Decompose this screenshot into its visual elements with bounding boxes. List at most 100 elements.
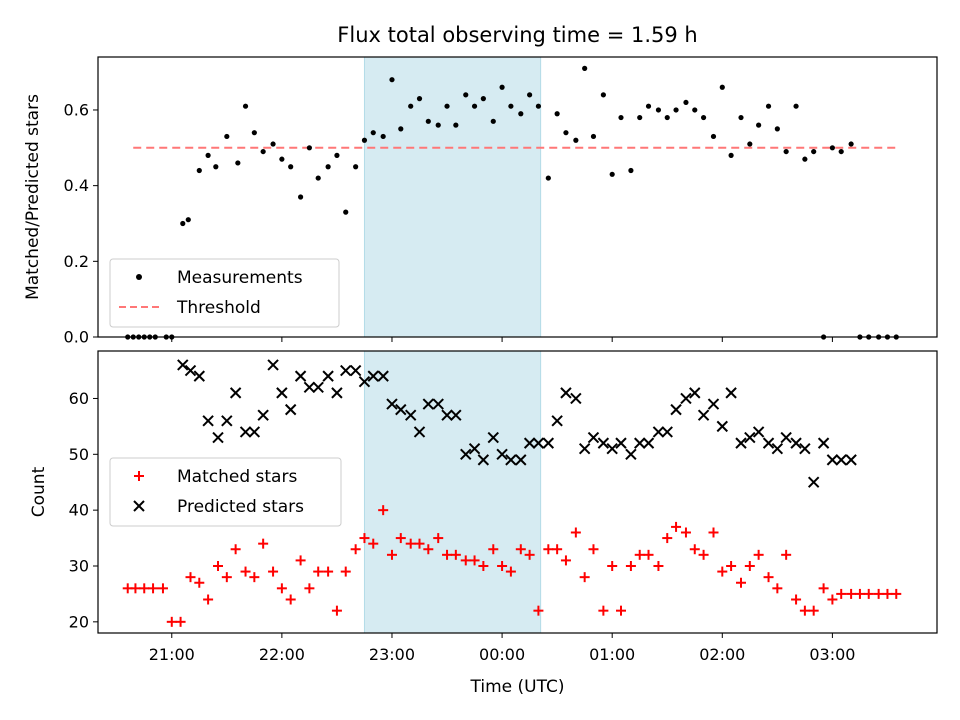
measurement-point: [738, 114, 744, 121]
predicted-star-point: [817, 437, 830, 449]
predicted-star-point: [239, 426, 252, 438]
predicted-star-point: [377, 370, 389, 382]
measurement-point: [196, 167, 202, 174]
matched-star-point: [268, 566, 279, 577]
legend-measurements-label: Measurements: [177, 268, 303, 288]
predicted-star-point: [826, 454, 839, 466]
predicted-star-point: [441, 409, 453, 421]
predicted-star-point: [697, 409, 710, 421]
matched-star-point: [323, 566, 334, 577]
predicted-star-point: [487, 431, 499, 444]
matched-star-point: [331, 605, 342, 616]
predicted-star-point: [229, 387, 242, 399]
measurement-point: [398, 126, 404, 132]
matched-star-point: [781, 549, 792, 560]
matched-star-point: [570, 527, 581, 538]
matched-star-point: [579, 572, 590, 583]
matched-star-point: [680, 527, 691, 538]
ratio-y-tick-label: 0.6: [64, 100, 89, 119]
counts-legend-box: [109, 457, 342, 527]
predicted-star-point: [807, 476, 820, 488]
measurement-point: [783, 148, 789, 155]
measurement-point: [637, 114, 643, 121]
measurement-point: [185, 217, 191, 223]
predicted-star-point: [367, 370, 379, 382]
measurement-point: [288, 164, 294, 170]
measurement-point: [765, 103, 772, 109]
matched-star-point: [460, 555, 471, 566]
counts-y-tick-label: 40: [69, 501, 89, 520]
matched-star-point: [340, 566, 351, 577]
predicted-star-point: [450, 409, 462, 421]
counts-panel: 20 30 40 50 60 21:00 22:00 23:00 00:00 01:00 02:0…: [29, 350, 938, 697]
measurement-point: [628, 167, 634, 174]
matched-star-point: [442, 549, 453, 560]
matched-star-point: [882, 588, 893, 599]
measurement-point: [416, 96, 423, 102]
ratio-panel-frame: [97, 56, 938, 338]
predicted-star-point: [634, 437, 646, 449]
legend-matched-marker: [134, 471, 144, 481]
matched-star-point: [791, 594, 802, 605]
predicted-star-point: [340, 364, 352, 377]
matched-star-point: [285, 594, 296, 605]
ratio-y-tick-label: 0.4: [64, 176, 89, 195]
matched-star-point: [671, 521, 682, 532]
matched-star-point: [203, 594, 214, 605]
predicted-star-point: [212, 431, 224, 444]
x-tick-label: 03:00: [809, 645, 855, 664]
measurement-point: [435, 122, 441, 128]
measurement-point: [279, 156, 285, 162]
predicted-star-point: [845, 454, 857, 466]
legend-predicted-marker: [133, 500, 145, 512]
matched-star-point: [414, 538, 425, 549]
predicted-star-point: [422, 398, 435, 410]
predicted-star-point: [790, 437, 802, 449]
matched-star-point: [249, 572, 260, 583]
predicted-star-point: [477, 454, 490, 466]
matched-star-point: [313, 566, 324, 577]
measurement-point: [645, 103, 652, 109]
matched-star-point: [689, 544, 700, 555]
ratio-panel: 0.0 0.2 0.4 0.6 Matched/Predicted stars Flu…: [23, 23, 938, 347]
measurement-point: [829, 145, 836, 151]
measurement-point: [315, 175, 321, 181]
predicted-star-point: [670, 403, 682, 416]
counts-y-tick-label: 50: [69, 445, 89, 464]
matched-star-point: [808, 605, 819, 616]
legend-matched-label: Matched stars: [177, 467, 297, 487]
matched-star-point: [433, 533, 444, 544]
counts-y-axis-label: Count: [29, 466, 49, 517]
measurement-point: [306, 145, 313, 151]
measurement-point: [389, 77, 395, 83]
measurement-point: [425, 118, 431, 124]
matched-star-point: [488, 544, 499, 555]
measurement-point: [545, 175, 551, 181]
matched-star-point: [643, 549, 654, 560]
measurement-point: [600, 92, 606, 98]
measurement-point: [453, 122, 459, 128]
measurement-point: [380, 133, 386, 140]
measurement-point: [563, 130, 569, 136]
measurement-point: [848, 141, 854, 147]
matched-star-point: [607, 560, 618, 571]
counts-y-tick-label: 20: [69, 612, 89, 631]
matched-star-point: [139, 583, 150, 594]
chart-title: Flux total observing time = 1.59 h: [337, 23, 697, 47]
matched-star-point: [533, 605, 544, 616]
predicted-star-point: [752, 426, 765, 438]
measurement-point: [260, 148, 266, 155]
matched-star-point: [753, 549, 764, 560]
matched-star-point: [185, 572, 196, 583]
matched-star-point: [846, 588, 857, 599]
predicted-star-point: [523, 437, 536, 449]
predicted-star-point: [587, 431, 600, 444]
measurement-point: [444, 103, 450, 109]
measurement-point: [710, 133, 717, 140]
measurement-point: [609, 171, 615, 177]
predicted-star-point: [835, 454, 847, 466]
predicted-star-point: [177, 359, 189, 371]
measurement-point: [361, 137, 368, 143]
matched-star-point: [799, 605, 810, 616]
matched-star-point: [873, 588, 884, 599]
